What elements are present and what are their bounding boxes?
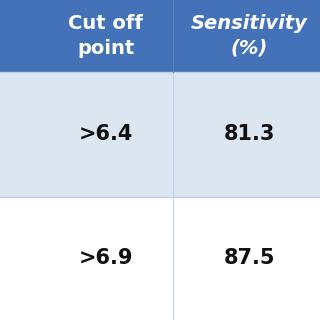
Text: Cut off
point: Cut off point (68, 14, 143, 58)
Text: 81.3: 81.3 (224, 124, 275, 144)
Bar (0, 197, 320, 320)
Text: Sensitivity
(%): Sensitivity (%) (191, 14, 308, 58)
Text: 87.5: 87.5 (224, 248, 275, 268)
Text: >6.9: >6.9 (78, 248, 133, 268)
Bar (0, 72, 320, 197)
Bar (0, 0, 320, 72)
Text: >6.4: >6.4 (78, 124, 133, 144)
